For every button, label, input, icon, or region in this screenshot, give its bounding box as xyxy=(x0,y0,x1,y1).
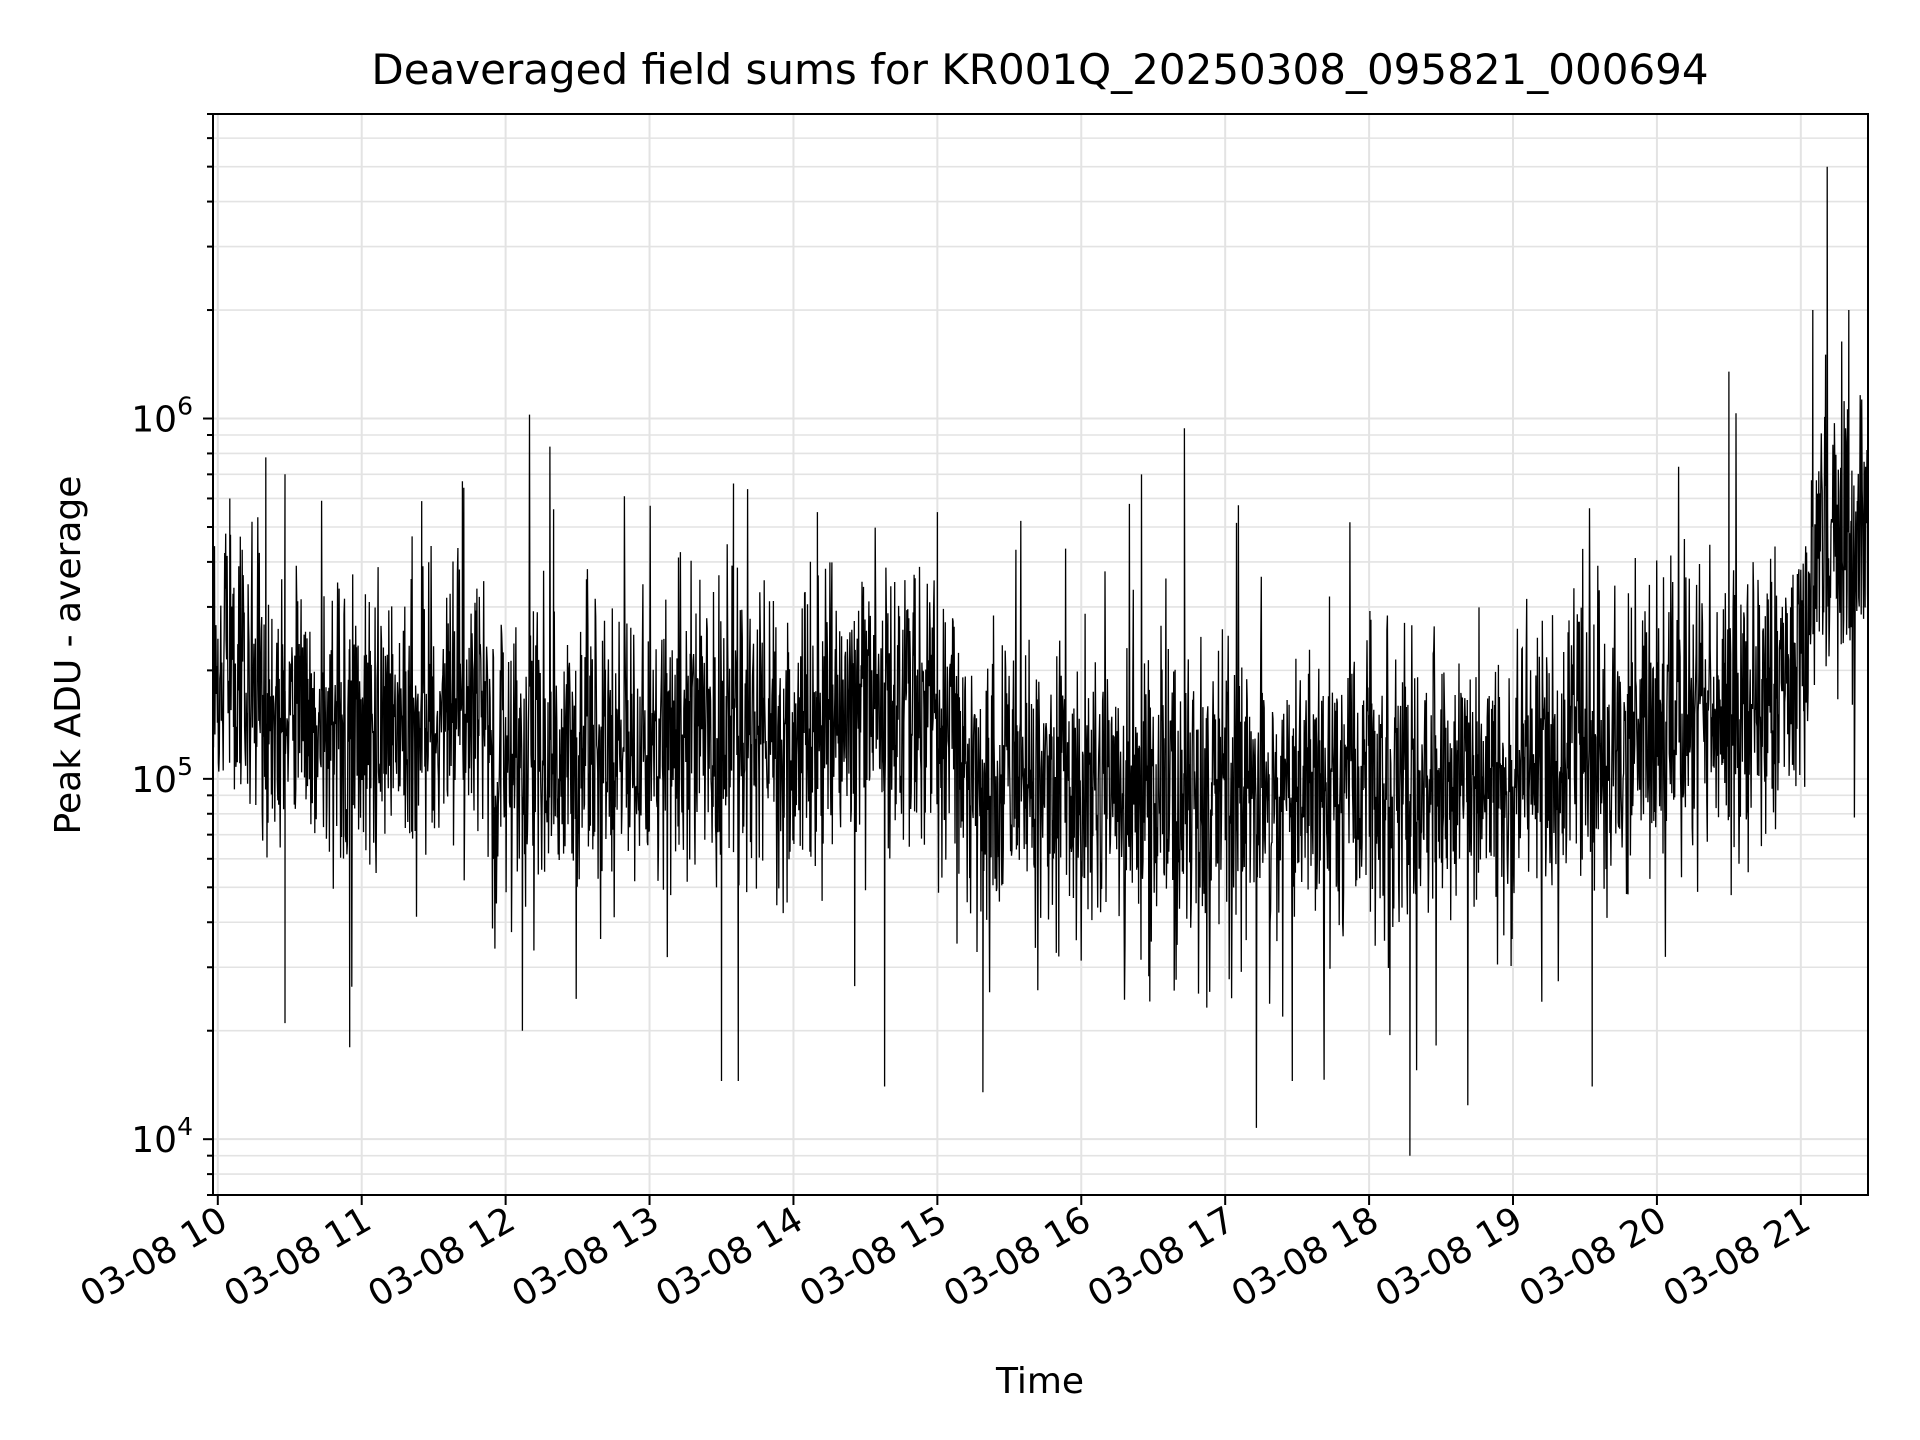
plot-frame xyxy=(212,113,1869,1196)
y-tick-label: 104 xyxy=(131,1112,193,1161)
y-tick-label: 106 xyxy=(131,392,193,441)
series-line xyxy=(212,166,1869,1156)
y-axis-label: Peak ADU - average xyxy=(48,476,89,835)
y-tick-base: 10 xyxy=(131,760,177,801)
y-tick-label: 105 xyxy=(131,752,193,801)
x-axis-label: Time xyxy=(995,1361,1084,1402)
y-tick-base: 10 xyxy=(131,400,177,441)
y-tick-exponent: 6 xyxy=(177,392,193,421)
data-layer xyxy=(212,166,1869,1156)
y-tick-base: 10 xyxy=(131,1120,177,1161)
chart-title: Deaveraged field sums for KR001Q_2025030… xyxy=(371,45,1708,94)
y-tick-exponent: 4 xyxy=(177,1112,193,1141)
y-tick-exponent: 5 xyxy=(177,752,193,781)
